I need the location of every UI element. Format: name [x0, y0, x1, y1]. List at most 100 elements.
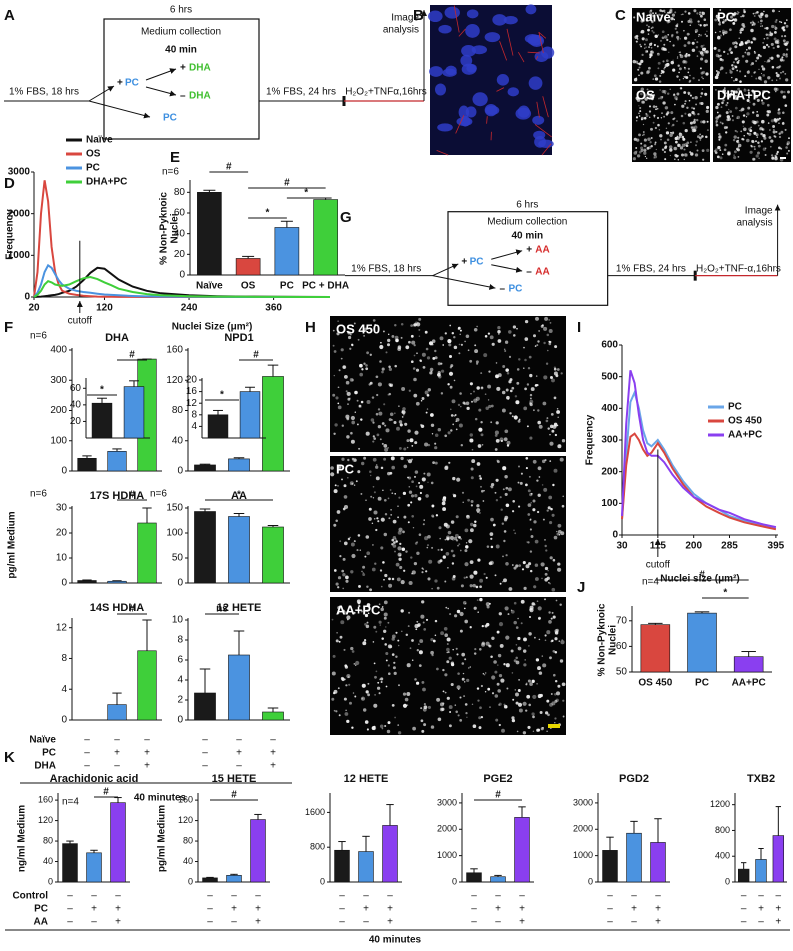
- nucleus: [543, 375, 547, 379]
- nucleus: [739, 38, 740, 39]
- nucleus: [750, 41, 753, 44]
- nucleus: [638, 74, 640, 76]
- nucleus: [651, 47, 653, 49]
- nucleus: [679, 38, 681, 40]
- nucleus: [444, 581, 446, 583]
- nucleus: [459, 334, 460, 335]
- nucleus: [545, 567, 548, 570]
- nucleus: [547, 577, 550, 580]
- nucleus: [517, 637, 520, 640]
- nucleus: [485, 104, 498, 116]
- nucleus: [537, 340, 539, 342]
- nucleus: [466, 679, 469, 682]
- nucleus: [756, 111, 758, 113]
- nucleus: [502, 556, 504, 558]
- nucleus: [633, 16, 635, 18]
- nucleus: [435, 634, 437, 636]
- nucleus: [408, 625, 410, 627]
- nucleus: [685, 129, 688, 132]
- nucleus: [691, 107, 693, 109]
- nucleus: [462, 502, 463, 503]
- significance-label: #: [129, 350, 135, 361]
- nucleus: [528, 503, 532, 507]
- nucleus: [556, 410, 560, 414]
- nucleus: [683, 148, 685, 150]
- nucleus: [645, 50, 648, 53]
- nucleus: [495, 448, 498, 451]
- nucleus: [517, 731, 519, 733]
- nucleus: [465, 24, 480, 38]
- nucleus: [360, 418, 362, 420]
- nucleus: [440, 708, 444, 712]
- nucleus: [420, 424, 422, 426]
- x-tick-label: 360: [265, 303, 282, 314]
- nucleus: [360, 549, 361, 550]
- nucleus: [403, 414, 405, 416]
- nucleus: [737, 116, 740, 119]
- nucleus: [414, 678, 417, 681]
- nucleus: [432, 357, 435, 360]
- nucleus: [551, 430, 554, 433]
- nucleus: [500, 496, 502, 498]
- nucleus: [763, 137, 766, 140]
- nucleus: [337, 403, 339, 405]
- nucleus: [680, 55, 684, 59]
- condition-cell: –: [495, 917, 501, 928]
- nucleus: [774, 118, 777, 121]
- nucleus: [657, 108, 659, 110]
- nucleus: [474, 652, 476, 654]
- nucleus: [435, 462, 438, 465]
- nucleus: [414, 494, 417, 497]
- nucleus: [365, 500, 366, 501]
- nucleus: [739, 31, 741, 33]
- nucleus: [758, 145, 761, 148]
- arrow-line: [146, 87, 176, 95]
- nucleus: [704, 18, 707, 21]
- nucleus: [387, 622, 389, 624]
- nucleus: [657, 45, 659, 47]
- nucleus: [342, 365, 346, 369]
- nucleus: [675, 28, 677, 30]
- nucleus: [546, 700, 549, 703]
- condition-cell: –: [231, 891, 237, 902]
- nucleus: [423, 473, 425, 475]
- nucleus: [538, 466, 542, 470]
- nucleus: [772, 9, 775, 12]
- nucleus: [551, 378, 555, 382]
- nucleus: [385, 428, 389, 432]
- nucleus: [766, 44, 768, 46]
- nucleus: [786, 153, 788, 155]
- nucleus: [727, 151, 731, 155]
- nucleus: [335, 484, 337, 486]
- nucleus: [675, 137, 678, 140]
- nucleus: [498, 339, 502, 343]
- y-tick-label: 120: [166, 375, 183, 386]
- nucleus: [442, 702, 444, 704]
- nucleus: [490, 656, 493, 659]
- nucleus: [765, 14, 769, 18]
- error-bar: [654, 819, 661, 843]
- arrow-line: [491, 265, 522, 271]
- nucleus: [662, 101, 665, 104]
- nucleus: [351, 421, 355, 425]
- nucleus: [533, 520, 536, 523]
- nucleus: [451, 683, 454, 686]
- nucleus: [734, 65, 736, 67]
- nucleus: [504, 705, 508, 709]
- condition-cell: –: [339, 917, 345, 928]
- nucleus: [434, 350, 436, 352]
- nucleus: [544, 539, 546, 541]
- nucleus: [659, 134, 662, 137]
- nucleus: [377, 682, 379, 684]
- nucleus: [787, 141, 790, 144]
- condition-label: Naïve: [29, 735, 56, 746]
- nucleus: [337, 485, 338, 486]
- nucleus: [339, 369, 341, 371]
- nucleus: [747, 132, 749, 134]
- nucleus: [466, 515, 469, 518]
- nucleus: [367, 622, 369, 624]
- nucleus: [362, 566, 365, 569]
- nucleus: [411, 445, 413, 447]
- nucleus: [473, 391, 475, 393]
- condition-cell: +: [519, 917, 525, 928]
